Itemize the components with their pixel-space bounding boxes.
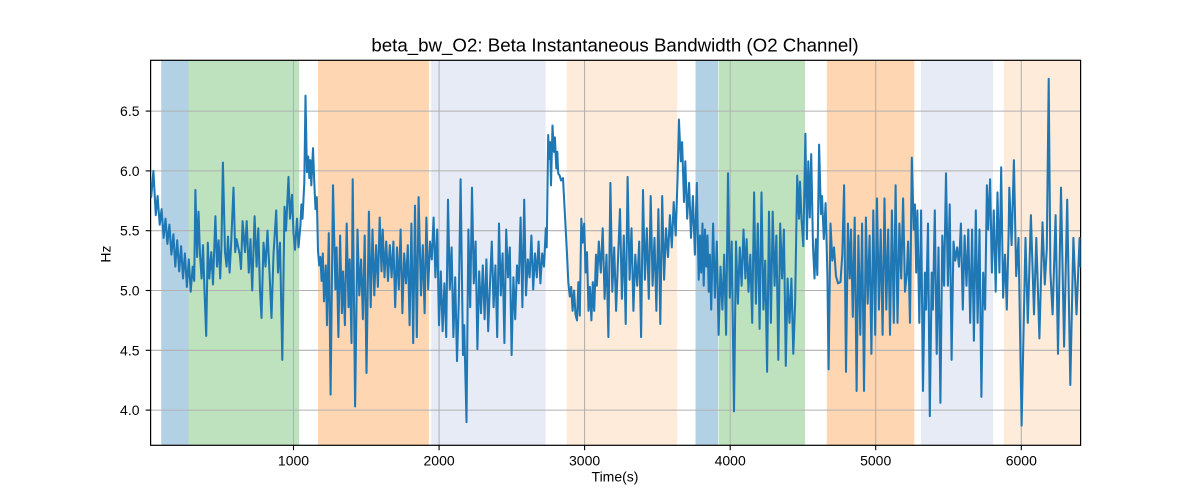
svg-text:beta_bw_O2: Beta Instantaneous: beta_bw_O2: Beta Instantaneous Bandwidth… [371,35,858,57]
svg-text:4000: 4000 [715,453,746,469]
svg-text:3000: 3000 [569,453,600,469]
svg-text:5.5: 5.5 [120,223,140,239]
svg-text:5000: 5000 [860,453,891,469]
svg-text:4.0: 4.0 [120,402,140,418]
svg-text:5.0: 5.0 [120,283,140,299]
svg-text:6.5: 6.5 [120,103,140,119]
svg-text:4.5: 4.5 [120,342,140,358]
svg-text:6000: 6000 [1006,453,1037,469]
svg-text:2000: 2000 [424,453,455,469]
svg-text:Time(s): Time(s) [592,468,639,484]
svg-text:Hz: Hz [98,245,114,262]
svg-text:1000: 1000 [278,453,309,469]
svg-text:6.0: 6.0 [120,163,140,179]
